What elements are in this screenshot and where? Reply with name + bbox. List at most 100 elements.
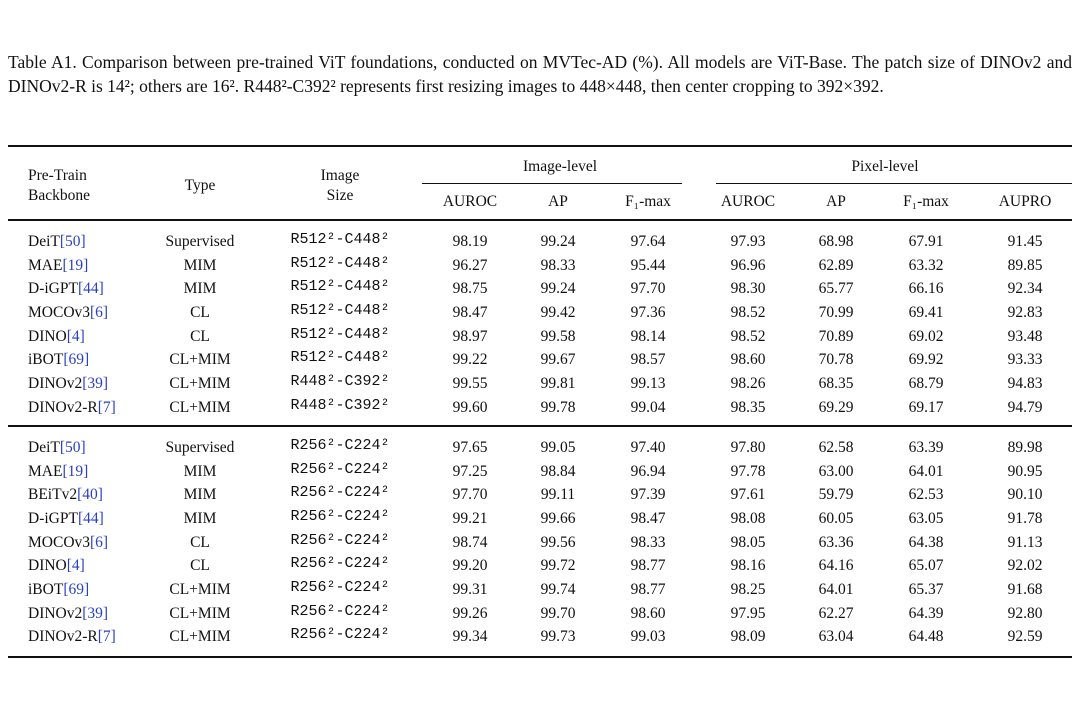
- table-rule: [8, 425, 1072, 427]
- header-group: Pixel-level: [851, 158, 919, 175]
- metric-value: 98.47: [452, 303, 488, 321]
- metric-value: 70.99: [818, 303, 854, 321]
- metric-value: 97.40: [630, 439, 666, 456]
- type: CL: [190, 303, 210, 321]
- backbone: BEiTv2[40]: [28, 486, 103, 504]
- citation[interactable]: [39]: [82, 604, 109, 622]
- backbone: DINO[4]: [28, 557, 85, 575]
- metric-value: 89.85: [1007, 256, 1043, 274]
- metric-value: 99.05: [540, 439, 576, 456]
- citation[interactable]: [7]: [97, 628, 116, 646]
- citation[interactable]: [19]: [62, 256, 89, 274]
- metric-value: 99.34: [452, 628, 488, 646]
- image-size: R256²-C224²: [290, 460, 390, 478]
- image-size: R256²-C224²: [290, 626, 390, 644]
- metric-value: 64.48: [908, 628, 944, 646]
- citation[interactable]: [19]: [62, 462, 89, 480]
- metric-value: 98.05: [730, 533, 766, 551]
- citation[interactable]: [39]: [82, 374, 109, 392]
- metric-value: 90.95: [1007, 462, 1043, 480]
- metric-value: 99.20: [452, 557, 488, 575]
- metric-value: 99.60: [452, 398, 488, 416]
- image-size: R256²-C224²: [290, 437, 390, 454]
- metric-value: 98.33: [540, 256, 576, 274]
- image-size: R448²-C392²: [290, 372, 390, 390]
- metric-value: 98.08: [730, 509, 766, 527]
- header-column: F₁-max: [625, 193, 671, 210]
- citation[interactable]: [4]: [66, 557, 85, 575]
- backbone: MOCOv3[6]: [28, 533, 109, 551]
- metric-value: 59.79: [818, 486, 854, 504]
- table-rule: [8, 219, 1072, 221]
- backbone: MOCOv3[6]: [28, 303, 109, 321]
- citation[interactable]: [6]: [90, 533, 109, 551]
- metric-value: 70.89: [818, 327, 854, 345]
- type: MIM: [183, 256, 217, 274]
- metric-value: 63.32: [908, 256, 944, 274]
- metric-value: 98.57: [630, 351, 666, 369]
- backbone: DINOv2[39]: [28, 604, 109, 622]
- backbone: DINOv2[39]: [28, 374, 109, 392]
- metric-value: 96.27: [452, 256, 488, 274]
- metric-value: 97.36: [630, 303, 666, 321]
- metric-value: 94.79: [1007, 398, 1043, 416]
- metric-value: 98.52: [730, 303, 766, 321]
- metric-value: 91.78: [1007, 509, 1043, 527]
- backbone: DINOv2-R[7]: [28, 398, 116, 416]
- metric-value: 98.84: [540, 462, 576, 480]
- citation[interactable]: [69]: [63, 580, 90, 598]
- metric-value: 91.13: [1007, 533, 1043, 551]
- metric-value: 97.95: [730, 604, 766, 622]
- citation[interactable]: [69]: [63, 351, 90, 369]
- metric-value: 97.61: [730, 486, 766, 504]
- metric-value: 65.07: [908, 557, 944, 575]
- metric-value: 64.01: [908, 462, 944, 480]
- citation[interactable]: [44]: [77, 509, 104, 527]
- citation[interactable]: [6]: [90, 303, 109, 321]
- citation[interactable]: [50]: [59, 439, 86, 456]
- type: CL+MIM: [169, 351, 231, 369]
- metric-value: 69.02: [908, 327, 944, 345]
- metric-value: 92.34: [1007, 280, 1043, 298]
- type: CL+MIM: [169, 604, 231, 622]
- metric-value: 92.02: [1007, 557, 1043, 575]
- metric-value: 98.77: [630, 557, 666, 575]
- metric-value: 99.70: [540, 604, 576, 622]
- metric-value: 98.74: [452, 533, 488, 551]
- citation[interactable]: [44]: [77, 280, 104, 298]
- type: CL+MIM: [169, 628, 231, 646]
- metric-value: 98.16: [730, 557, 766, 575]
- metric-value: 98.77: [630, 580, 666, 598]
- metric-value: 68.35: [818, 374, 854, 392]
- metric-value: 99.66: [540, 509, 576, 527]
- type: CL+MIM: [169, 580, 231, 598]
- metric-value: 69.41: [908, 303, 944, 321]
- metric-value: 98.33: [630, 533, 666, 551]
- citation[interactable]: [4]: [66, 327, 85, 345]
- image-size: R256²-C224²: [290, 531, 390, 549]
- metric-value: 99.67: [540, 351, 576, 369]
- header-size: Size: [326, 187, 354, 204]
- image-size: R512²-C448²: [290, 278, 390, 296]
- metric-value: 98.14: [630, 327, 666, 345]
- metric-value: 69.17: [908, 398, 944, 416]
- metric-value: 99.74: [540, 580, 576, 598]
- type: MIM: [183, 486, 217, 504]
- citation[interactable]: [50]: [59, 233, 86, 250]
- table-rule: [8, 655, 1072, 659]
- citation[interactable]: [40]: [77, 486, 103, 504]
- header-column: F₁-max: [903, 193, 949, 210]
- metric-value: 89.98: [1007, 439, 1043, 456]
- backbone: DeiT[50]: [28, 233, 86, 250]
- metric-value: 98.30: [730, 280, 766, 298]
- metric-value: 98.97: [452, 327, 488, 345]
- metric-value: 99.22: [452, 351, 488, 369]
- image-size: R256²-C224²: [290, 484, 390, 502]
- metric-value: 92.83: [1007, 303, 1043, 321]
- image-size: R256²-C224²: [290, 602, 390, 620]
- metric-value: 99.03: [630, 628, 666, 646]
- type: CL+MIM: [169, 398, 231, 416]
- citation[interactable]: [7]: [97, 398, 116, 416]
- metric-value: 97.70: [630, 280, 666, 298]
